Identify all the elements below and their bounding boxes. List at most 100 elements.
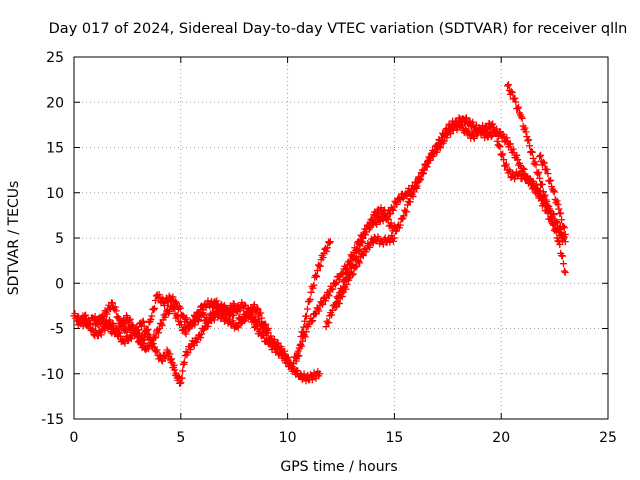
data-point [489, 120, 497, 128]
data-point [541, 191, 549, 199]
data-point [325, 292, 333, 300]
data-point [140, 339, 148, 347]
series-track-f [504, 81, 569, 276]
data-point [529, 154, 537, 162]
x-tick-label: 10 [279, 430, 297, 446]
data-points [70, 81, 569, 387]
data-point [396, 221, 404, 229]
data-point [359, 252, 367, 260]
data-point [148, 340, 156, 348]
data-point [384, 215, 392, 223]
data-point [358, 250, 366, 258]
data-point [519, 164, 527, 172]
data-point [116, 332, 124, 340]
data-point [108, 299, 116, 307]
data-point [339, 271, 347, 279]
data-point [343, 280, 351, 288]
data-point [356, 259, 364, 267]
data-point [308, 318, 316, 326]
data-point [303, 312, 311, 320]
series-track-g [536, 151, 569, 238]
data-point [349, 270, 357, 278]
data-point [224, 306, 232, 314]
data-point [322, 323, 330, 331]
data-point [76, 319, 84, 327]
data-point [178, 374, 186, 382]
data-point [416, 175, 424, 183]
data-point [550, 211, 558, 219]
data-point [148, 312, 156, 320]
data-point [495, 142, 503, 150]
data-point [244, 304, 252, 312]
data-point [469, 118, 477, 126]
data-point [458, 122, 466, 130]
data-point [210, 316, 218, 324]
data-point [300, 370, 308, 378]
data-point [496, 143, 504, 151]
data-point [114, 328, 122, 336]
data-point [94, 321, 102, 329]
data-point [204, 322, 212, 330]
data-point [547, 176, 555, 184]
data-point [88, 326, 96, 334]
data-point [316, 262, 324, 270]
series-track-e [333, 232, 398, 311]
data-point [359, 238, 367, 246]
data-point [85, 319, 93, 327]
data-point [234, 324, 242, 332]
data-point [389, 237, 397, 245]
data-point [549, 187, 557, 195]
data-point [329, 285, 337, 293]
data-point [381, 206, 389, 214]
data-point [127, 335, 135, 343]
data-point [393, 200, 401, 208]
data-point [170, 304, 178, 312]
data-point [140, 322, 148, 330]
data-point [273, 344, 281, 352]
data-point [511, 94, 519, 102]
data-point [172, 298, 180, 306]
data-point [93, 320, 101, 328]
data-point [410, 188, 418, 196]
data-point [186, 324, 194, 332]
data-point [338, 269, 346, 277]
data-point [139, 317, 147, 325]
data-point [396, 195, 404, 203]
data-point [536, 153, 544, 161]
data-point [92, 328, 100, 336]
y-tick-label: 25 [46, 50, 64, 66]
data-point [161, 313, 169, 321]
data-point [236, 306, 244, 314]
data-point [352, 263, 360, 271]
data-point [412, 183, 420, 191]
data-point [415, 177, 423, 185]
data-point [505, 166, 513, 174]
data-point [559, 252, 567, 260]
data-point [326, 238, 334, 246]
data-point [182, 316, 190, 324]
data-point [298, 342, 306, 350]
data-point [379, 217, 387, 225]
data-point [553, 197, 561, 205]
data-point [301, 333, 309, 341]
data-point [117, 321, 125, 329]
data-point [169, 293, 177, 301]
x-tick-label: 0 [70, 430, 79, 446]
y-tick-label: 20 [46, 95, 64, 111]
data-point [150, 306, 158, 314]
data-point [561, 238, 569, 246]
data-point [83, 315, 91, 323]
data-point [389, 206, 397, 214]
y-tick-label: -5 [50, 322, 64, 338]
y-tick-label: -15 [41, 412, 64, 428]
data-point [253, 304, 261, 312]
data-point [368, 215, 376, 223]
data-point [112, 307, 120, 315]
data-point [502, 160, 510, 168]
chart-title: Day 017 of 2024, Sidereal Day-to-day VTE… [49, 21, 628, 37]
x-tick-label: 20 [492, 430, 510, 446]
data-point [520, 166, 528, 174]
data-point [102, 317, 110, 325]
data-point [180, 358, 188, 366]
data-point [166, 350, 174, 358]
